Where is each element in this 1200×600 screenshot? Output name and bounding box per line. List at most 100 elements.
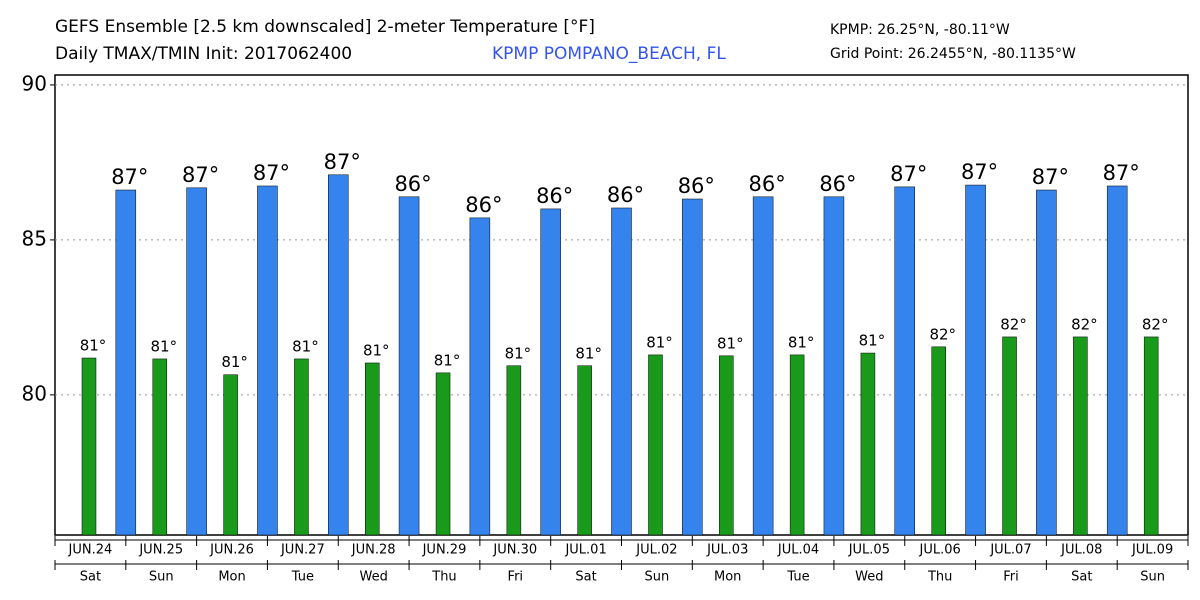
value-label: 81° (434, 351, 461, 369)
y-tick-label: 90 (22, 71, 47, 95)
value-label: 87° (961, 160, 998, 184)
tmin-bar (931, 346, 946, 536)
tmin-bar (789, 354, 805, 536)
x-tick-label: JUN.30 (492, 543, 537, 558)
weekday-label: Tue (786, 570, 809, 585)
x-tick-label: JUL.02 (635, 543, 677, 558)
tmax-bar (186, 187, 207, 536)
x-tick-label: JUN.24 (68, 543, 113, 558)
weekday-label: Thu (927, 570, 952, 585)
tmax-bar (115, 189, 137, 536)
station-coords: KPMP: 26.25°N, -80.11°W (830, 22, 1010, 38)
chart-title: GEFS Ensemble [2.5 km downscaled] 2-mete… (55, 17, 595, 37)
weekday-label: Sat (575, 570, 596, 585)
value-label: 81° (80, 337, 107, 355)
weekday-label: Sun (149, 570, 174, 585)
tmin-bar (152, 358, 168, 536)
value-label: 81° (221, 353, 248, 371)
weekday-label: Wed (855, 570, 883, 585)
tmax-bar (752, 196, 774, 536)
x-tick-label: JUL.08 (1060, 543, 1102, 558)
tmin-bar (860, 352, 876, 536)
value-label: 81° (788, 333, 815, 351)
weekday-label: Mon (714, 570, 741, 585)
station-name: KPMP POMPANO_BEACH, FL (492, 44, 726, 64)
tmax-bar (540, 208, 561, 536)
value-label: 87° (890, 162, 927, 186)
x-tick-label: JUL.03 (706, 543, 748, 558)
value-label: 86° (536, 184, 573, 208)
value-label: 82° (929, 325, 956, 343)
tmax-bar (398, 196, 420, 536)
tmax-bar (469, 217, 491, 536)
tmin-bar (294, 358, 309, 536)
x-tick-label: JUL.04 (777, 543, 819, 558)
value-label: 81° (292, 337, 319, 355)
value-label: 86° (819, 172, 856, 196)
weekday-label: Fri (508, 570, 524, 585)
tmin-bar (1143, 336, 1159, 536)
x-tick-label: JUN.27 (280, 543, 325, 558)
value-label: 81° (575, 344, 602, 362)
value-label: 81° (646, 333, 673, 351)
tmax-bar (257, 185, 278, 536)
tmin-bar (648, 354, 663, 536)
tmax-bar (1106, 185, 1128, 536)
x-tick-label: JUL.01 (564, 543, 606, 558)
chart-subtitle: Daily TMAX/TMIN Init: 2017062400 (55, 44, 352, 64)
grid-point: Grid Point: 26.2455°N, -80.1135°W (830, 46, 1076, 62)
tmin-bar (364, 362, 380, 536)
value-label: 86° (607, 183, 644, 207)
y-tick-label: 80 (22, 381, 47, 405)
weekday-label: Sat (1071, 570, 1092, 585)
value-label: 81° (363, 341, 390, 359)
value-label: 86° (749, 172, 786, 196)
x-tick-label: JUL.06 (919, 543, 961, 558)
tmax-bar (894, 186, 915, 536)
weekday-label: Sun (1140, 570, 1165, 585)
value-label: 82° (1000, 315, 1027, 333)
x-tick-label: JUN.29 (422, 543, 467, 558)
tmin-bar (1073, 336, 1088, 536)
value-label: 87° (182, 163, 219, 187)
x-tick-label: JUL.05 (848, 543, 890, 558)
value-label: 87° (324, 150, 361, 174)
tmin-bar (435, 372, 451, 536)
tmax-bar (328, 174, 349, 536)
value-label: 82° (1071, 315, 1098, 333)
weekday-label: Mon (218, 570, 245, 585)
x-tick-label: JUL.07 (989, 543, 1031, 558)
value-label: 81° (151, 337, 178, 355)
weekday-label: Wed (359, 570, 387, 585)
y-tick-label: 85 (22, 226, 47, 250)
value-label: 87° (1032, 165, 1069, 189)
x-tick-label: JUN.28 (351, 543, 396, 558)
tmax-bar (682, 198, 703, 536)
value-label: 81° (505, 344, 532, 362)
value-label: 81° (717, 334, 744, 352)
value-label: 86° (465, 193, 502, 217)
tmin-bar (506, 365, 522, 536)
value-label: 87° (111, 165, 148, 189)
weekday-label: Thu (431, 570, 456, 585)
tmax-bar (823, 196, 845, 536)
value-label: 86° (678, 174, 715, 198)
value-label: 87° (1103, 161, 1140, 185)
tmax-bar (965, 184, 986, 536)
tmin-bar (223, 374, 238, 536)
value-label: 86° (394, 172, 431, 196)
x-tick-label: JUL.09 (1131, 543, 1173, 558)
x-tick-label: JUN.26 (209, 543, 254, 558)
tmax-bar (1036, 189, 1057, 536)
weekday-label: Fri (1003, 570, 1019, 585)
value-label: 87° (253, 161, 290, 185)
tmin-bar (81, 357, 97, 536)
tmin-bar (719, 355, 734, 536)
tmax-bar (611, 207, 632, 536)
weekday-label: Sun (645, 570, 670, 585)
tmin-bar (577, 365, 592, 536)
x-tick-label: JUN.25 (138, 543, 183, 558)
weekday-label: Sat (80, 570, 101, 585)
weekday-label: Tue (291, 570, 314, 585)
